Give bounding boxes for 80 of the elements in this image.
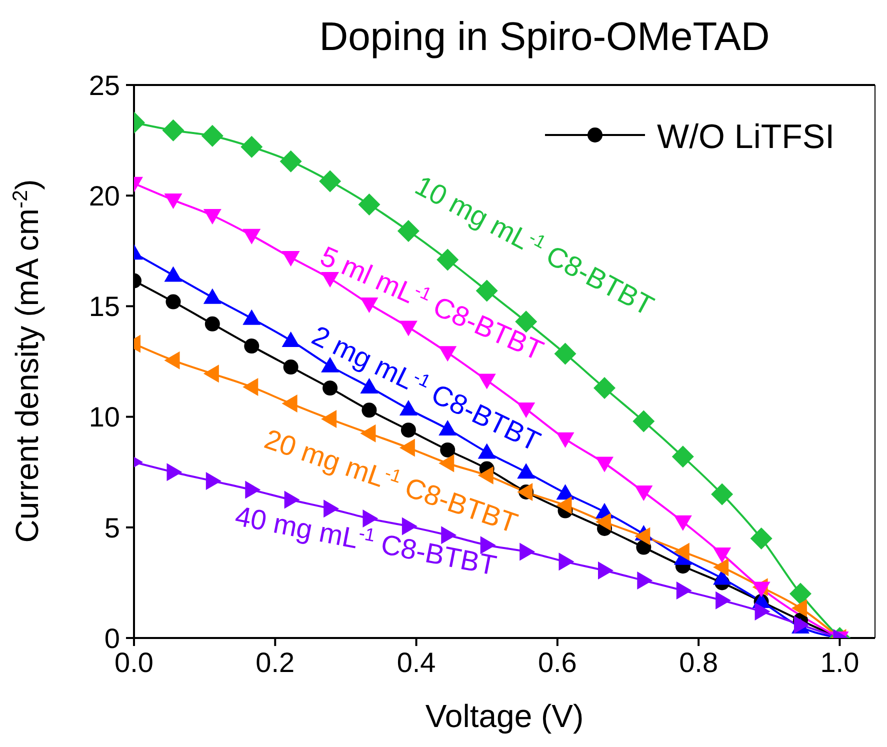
point xyxy=(554,342,576,365)
point xyxy=(752,582,770,598)
point xyxy=(713,558,729,576)
point xyxy=(713,547,732,563)
chart-title: Doping in Spiro-OMeTAD xyxy=(319,15,770,59)
x-tick-label: 0.6 xyxy=(538,646,577,678)
point xyxy=(750,527,772,550)
point xyxy=(711,483,734,506)
point xyxy=(242,228,261,244)
point xyxy=(360,424,376,442)
x-tick-label: 0.4 xyxy=(396,646,436,678)
point xyxy=(164,194,182,210)
point xyxy=(716,591,732,610)
point xyxy=(284,490,300,509)
point xyxy=(324,500,340,518)
point xyxy=(397,220,420,242)
point xyxy=(598,562,614,580)
point xyxy=(242,309,261,325)
point xyxy=(362,402,377,418)
point xyxy=(556,432,574,448)
point xyxy=(362,510,378,528)
point xyxy=(203,288,222,304)
point xyxy=(754,602,770,620)
point xyxy=(558,552,574,571)
point xyxy=(166,294,181,310)
point xyxy=(240,136,263,158)
point xyxy=(282,394,298,413)
point xyxy=(282,251,300,267)
point xyxy=(791,599,807,618)
point xyxy=(201,124,224,147)
point xyxy=(676,581,692,600)
point xyxy=(674,542,690,561)
point xyxy=(321,410,337,428)
point xyxy=(637,571,653,590)
point xyxy=(164,351,180,370)
y-tick-label: 15 xyxy=(88,291,120,322)
point xyxy=(594,377,616,400)
point xyxy=(244,338,260,354)
point xyxy=(358,193,380,216)
point xyxy=(162,119,184,142)
y-tick-label: 5 xyxy=(104,512,120,544)
point xyxy=(399,400,418,416)
point xyxy=(789,582,812,605)
point xyxy=(322,380,338,396)
legend-label: W/O LiTFSI xyxy=(657,118,835,156)
x-tick-label: 0.2 xyxy=(256,646,295,678)
point xyxy=(319,170,342,192)
x-tick-label: 1.0 xyxy=(820,646,860,678)
point xyxy=(166,463,182,482)
point xyxy=(517,463,536,479)
point xyxy=(399,320,418,336)
point xyxy=(436,248,459,271)
point xyxy=(636,540,652,555)
point xyxy=(520,542,536,561)
point xyxy=(400,422,416,438)
point xyxy=(280,150,302,172)
point xyxy=(596,456,614,472)
point xyxy=(672,446,694,468)
y-tick-label: 20 xyxy=(88,180,120,212)
point xyxy=(245,480,261,499)
y-tick-label: 10 xyxy=(88,402,120,433)
point xyxy=(634,527,650,546)
point xyxy=(556,484,574,500)
point xyxy=(203,364,219,383)
point xyxy=(321,272,340,288)
point xyxy=(438,454,454,472)
point xyxy=(203,209,222,225)
point xyxy=(556,496,572,514)
point xyxy=(164,266,182,282)
point xyxy=(399,438,415,457)
x-tick-label: 0.8 xyxy=(679,646,718,678)
point xyxy=(283,360,298,375)
point xyxy=(206,472,222,490)
point xyxy=(242,378,258,396)
y-tick-label: 25 xyxy=(88,70,120,101)
point xyxy=(632,410,655,432)
point xyxy=(674,515,692,531)
point xyxy=(596,512,611,531)
x-axis-title: Voltage (V) xyxy=(425,698,584,734)
point xyxy=(204,316,220,332)
